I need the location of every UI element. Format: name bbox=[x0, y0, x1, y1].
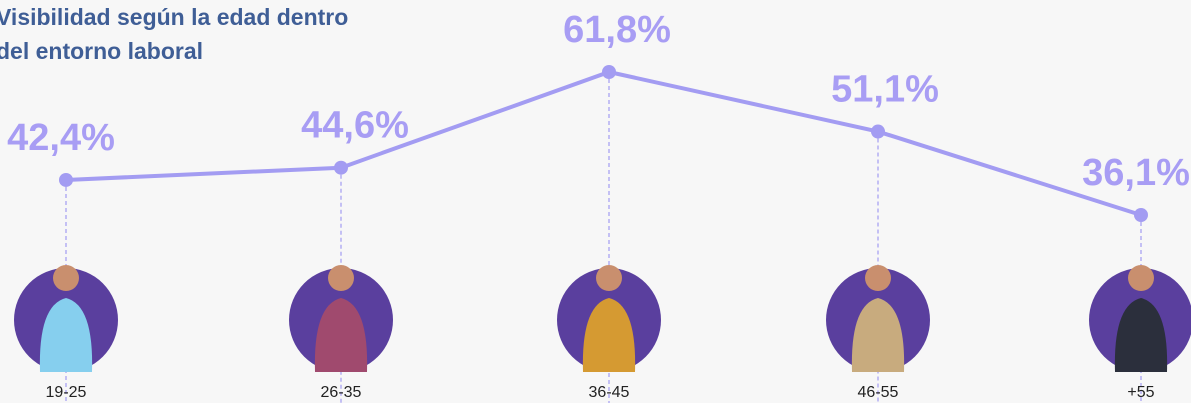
x-tick-label: 46-55 bbox=[858, 384, 899, 401]
data-line bbox=[66, 72, 1141, 215]
data-point bbox=[1134, 208, 1148, 222]
avatar bbox=[826, 265, 930, 372]
avatar bbox=[1089, 265, 1191, 372]
page: Visibilidad según la edad dentro del ent… bbox=[0, 0, 1191, 403]
avatar-head bbox=[596, 265, 622, 291]
avatar-head bbox=[328, 265, 354, 291]
avatar-head bbox=[1128, 265, 1154, 291]
chart: 19-25 26-35 36-45 46-55 +55 42,4% 44,6% 61,8% 51… bbox=[0, 0, 1191, 403]
value-label: 51,1% bbox=[831, 69, 939, 111]
x-tick-label: 36-45 bbox=[589, 384, 630, 401]
data-point bbox=[59, 173, 73, 187]
data-point bbox=[602, 65, 616, 79]
data-point bbox=[334, 161, 348, 175]
value-label: 61,8% bbox=[563, 9, 671, 51]
avatar-head bbox=[865, 265, 891, 291]
value-label: 36,1% bbox=[1082, 152, 1190, 194]
data-point bbox=[871, 125, 885, 139]
avatar-head bbox=[53, 265, 79, 291]
x-tick-label: +55 bbox=[1127, 384, 1154, 401]
avatar bbox=[14, 265, 118, 372]
x-tick-label: 26-35 bbox=[321, 384, 362, 401]
x-tick-label: 19-25 bbox=[46, 384, 87, 401]
value-label: 44,6% bbox=[301, 105, 409, 147]
value-label: 42,4% bbox=[7, 117, 115, 159]
avatar bbox=[289, 265, 393, 372]
avatar bbox=[557, 265, 661, 372]
